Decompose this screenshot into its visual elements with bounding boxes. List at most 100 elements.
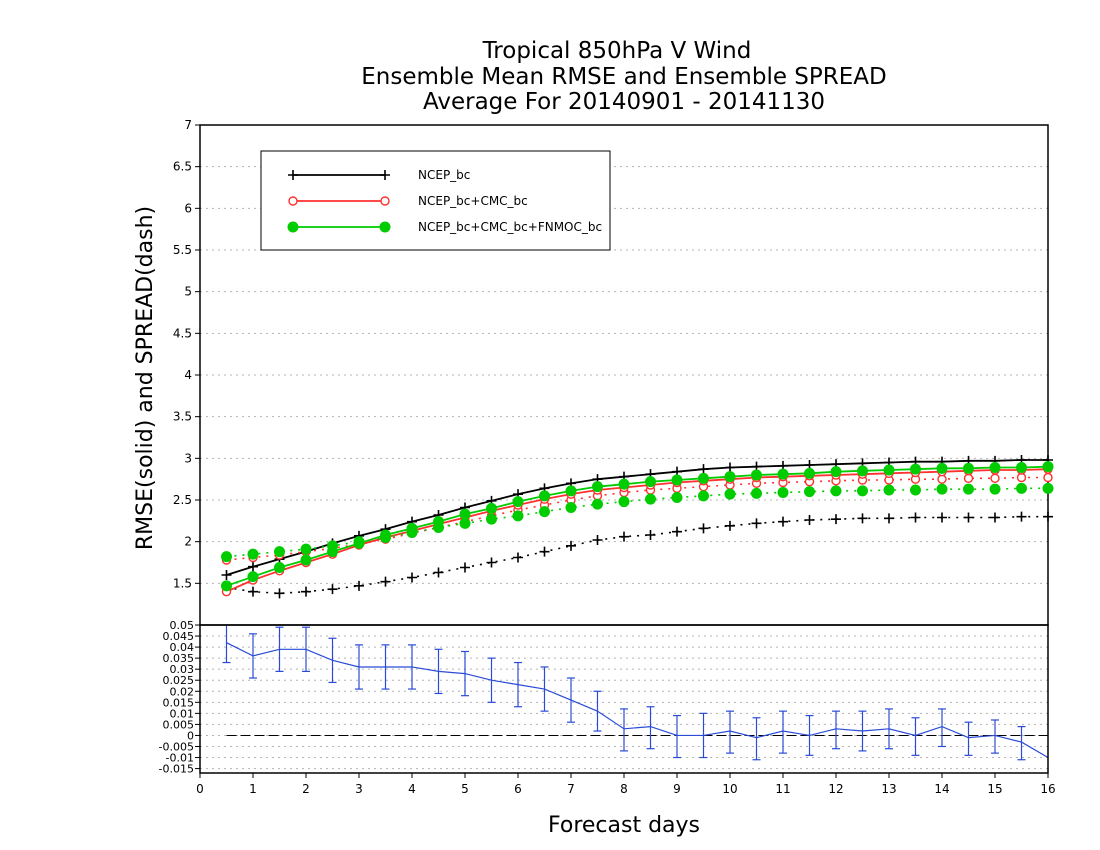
title-line-3: Average For 20140901 - 20141130 <box>423 89 825 115</box>
data-point <box>380 576 391 587</box>
x-axis-label: Forecast days <box>548 813 700 838</box>
x-tick-label: 9 <box>673 782 681 796</box>
difference-series <box>222 625 1049 761</box>
data-point <box>513 552 523 563</box>
data-point <box>671 492 683 503</box>
x-tick-label: 10 <box>722 782 737 796</box>
x-tick-label: 14 <box>934 782 949 796</box>
y-tick-label: 4.5 <box>173 326 192 340</box>
y-tick-label: 0 <box>187 729 194 742</box>
data-point <box>486 502 497 514</box>
data-point <box>830 466 842 478</box>
data-point <box>301 586 311 597</box>
legend: NCEP_bc NCEP_bc+CMC_bc NCEP_bc+CMC_bc+FNMO… <box>260 150 611 251</box>
data-point <box>1042 461 1054 473</box>
data-point <box>645 530 656 540</box>
data-point <box>248 561 258 572</box>
y-tick-label: 0.015 <box>163 696 195 709</box>
y-tick-label: 0.005 <box>163 718 195 731</box>
data-point <box>804 515 815 525</box>
data-point <box>592 481 603 493</box>
data-point <box>433 567 444 578</box>
data-point <box>645 476 656 488</box>
data-point <box>433 516 444 528</box>
data-point <box>777 468 789 480</box>
data-point <box>460 562 470 573</box>
y-tick-label: 4 <box>184 368 192 382</box>
upper-panel: 1.5 2 2.5 3 3.5 4 4.5 5 5.5 6 6.5 7 <box>173 118 1054 626</box>
x-tick-label: 11 <box>775 782 790 796</box>
data-point <box>619 531 629 542</box>
data-point <box>857 513 868 524</box>
data-point <box>248 586 258 597</box>
series-2 <box>221 461 1054 592</box>
spread-line <box>226 515 1048 595</box>
y-tick-label: 0.02 <box>170 685 195 698</box>
y-tick-label: 3 <box>184 451 192 465</box>
legend-label: NCEP_bc <box>418 168 470 182</box>
data-point <box>247 548 259 560</box>
data-point <box>989 462 1001 473</box>
data-point <box>592 535 603 545</box>
data-point <box>274 562 285 573</box>
data-point <box>963 483 974 495</box>
data-point <box>698 464 709 475</box>
data-point <box>287 221 299 233</box>
y-tick-label: 1.5 <box>173 576 192 590</box>
data-point <box>618 478 630 490</box>
data-point <box>910 463 921 475</box>
data-point <box>592 498 603 510</box>
data-point <box>1043 511 1053 522</box>
y-tick-label: 0.04 <box>170 641 195 654</box>
data-point <box>1042 482 1054 494</box>
data-point <box>751 487 762 499</box>
lower-panel: -0.015-0.01-0.00500.0050.010.0150.020.02… <box>159 619 1056 796</box>
data-point <box>539 506 550 518</box>
y-axis-label: RMSE(solid) and SPREAD(dash) <box>133 206 158 550</box>
data-point <box>698 472 709 484</box>
data-point <box>883 484 895 496</box>
legend-label: NCEP_bc+CMC_bc+FNMOC_bc <box>418 220 602 234</box>
data-point <box>1043 472 1053 483</box>
data-point <box>539 490 550 502</box>
rmse-line <box>226 468 1049 593</box>
y-tick-label: 3.5 <box>173 410 192 424</box>
data-point <box>857 465 868 477</box>
data-point <box>671 474 683 486</box>
data-point <box>459 517 471 529</box>
data-point <box>353 537 365 549</box>
data-point <box>990 473 1000 484</box>
title-line-1: Tropical 850hPa V Wind <box>482 38 752 64</box>
data-point <box>963 473 974 484</box>
y-tick-label: -0.005 <box>159 740 194 753</box>
data-point <box>937 474 947 484</box>
data-point <box>327 546 338 558</box>
data-point <box>1016 511 1027 522</box>
series-1 <box>221 464 1053 597</box>
data-point <box>831 514 841 525</box>
data-point <box>936 462 948 474</box>
data-point <box>910 512 921 523</box>
y-tick-label: 6 <box>184 201 192 215</box>
data-point <box>672 526 682 537</box>
data-point <box>937 512 947 523</box>
title-line-2: Ensemble Mean RMSE and Ensemble SPREAD <box>361 64 886 90</box>
data-point <box>300 543 312 555</box>
data-point <box>221 570 232 580</box>
data-point <box>884 513 894 524</box>
data-point <box>751 469 762 481</box>
data-point <box>486 557 497 568</box>
data-point <box>566 540 576 551</box>
data-point <box>354 580 364 591</box>
data-point <box>539 546 550 557</box>
data-point <box>910 484 921 496</box>
data-point <box>990 512 1000 523</box>
data-point <box>618 496 630 508</box>
data-point <box>1016 462 1027 473</box>
data-point <box>698 523 709 534</box>
data-point <box>380 529 391 541</box>
x-tick-label: 0 <box>196 782 204 796</box>
x-tick-label: 5 <box>461 782 469 796</box>
x-tick-label: 8 <box>620 782 628 796</box>
